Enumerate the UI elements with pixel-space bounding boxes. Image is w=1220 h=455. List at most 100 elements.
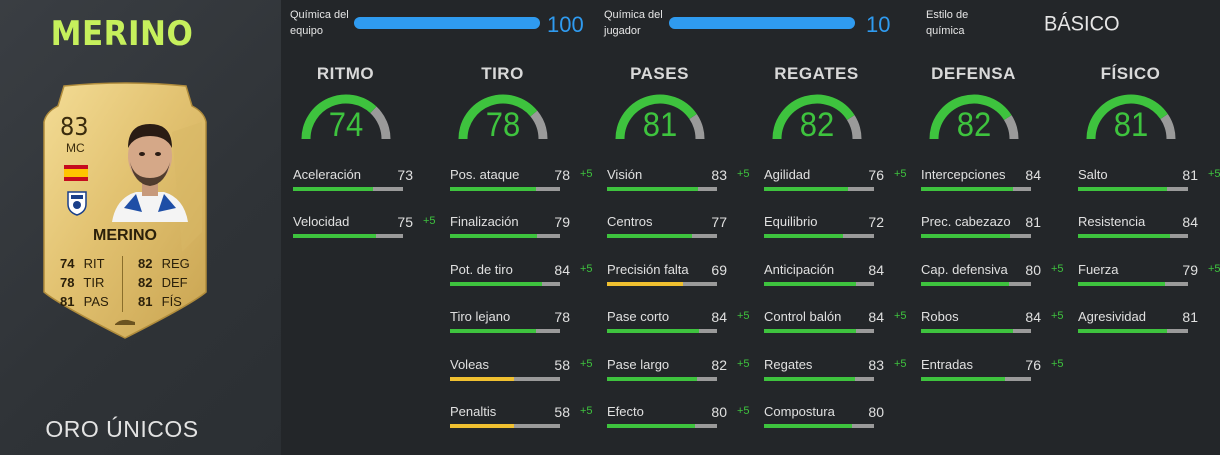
attribute-bar [450, 187, 560, 191]
attribute-value: 80 [1025, 261, 1041, 278]
attribute-name: Entradas [921, 356, 974, 372]
attribute-row: Robos 84 +5 [921, 309, 1081, 339]
attribute-bar-fill [764, 281, 857, 286]
attribute-bar [921, 329, 1031, 334]
category-rating: 81 [1113, 105, 1149, 144]
category-title: FÍSICO [1100, 64, 1161, 83]
category-title: REGATES [774, 64, 859, 83]
attribute-row: Intercepciones 84 [921, 167, 1081, 197]
chemistry-style-value[interactable]: BÁSICO [1044, 12, 1120, 36]
attribute-value: 78 [554, 167, 570, 183]
player-chemistry-label: Química del jugador [604, 9, 663, 37]
attribute-value: 58 [554, 356, 570, 373]
attribute-value: 81 [1025, 214, 1041, 231]
gauge-track [370, 106, 391, 140]
attribute-bar [450, 424, 560, 428]
gauge-fill [458, 94, 538, 140]
attribute-bonus: +5 [580, 262, 593, 275]
category-gauge [458, 94, 548, 140]
attribute-row: Visión 83 +5 [607, 167, 767, 197]
attribute-bar [293, 187, 403, 191]
attribute-name: Salto [1078, 167, 1108, 182]
attribute-value: 72 [868, 214, 884, 231]
attribute-value: 77 [711, 214, 727, 231]
category-title: DEFENSA [931, 64, 1016, 83]
attribute-value: 81 [1182, 167, 1198, 183]
attribute-value: 80 [868, 404, 884, 420]
attribute-bar-fill [1078, 329, 1168, 334]
attribute-bar [607, 187, 717, 191]
attribute-name: Agilidad [764, 167, 811, 182]
attribute-row: Aceleración 73 [293, 167, 453, 197]
gauge-fill [929, 94, 1012, 140]
attribute-value: 82 [711, 356, 727, 373]
attribute-bar-fill [607, 329, 700, 334]
attribute-bar [607, 376, 717, 381]
attribute-name: Aceleración [293, 167, 361, 182]
attribute-row: Efecto 80 +5 [607, 404, 767, 434]
attribute-value: 73 [397, 167, 413, 183]
attribute-bonus: +5 [1208, 168, 1220, 180]
player-card[interactable]: 83 MC MERINO 74 RIT 78 TIR 81 PAS 82 REG 82… [42, 82, 208, 340]
card-stat-tir: 78 TIR [60, 275, 105, 290]
attribute-bar-fill [764, 234, 844, 239]
attribute-bonus: +5 [894, 168, 907, 180]
attribute-value: 83 [711, 167, 727, 183]
attribute-value: 83 [868, 356, 884, 373]
attribute-value: 69 [711, 261, 727, 278]
team-chemistry-bar [354, 17, 540, 29]
category-gauge [929, 94, 1019, 140]
attribute-bar-fill [607, 424, 695, 428]
attribute-name: Visión [607, 167, 643, 182]
attribute-name: Anticipación [764, 261, 835, 277]
attribute-bar-fill [450, 187, 536, 191]
attribute-bonus: +5 [1051, 262, 1064, 275]
attribute-name: Pase corto [607, 309, 670, 325]
card-stat-pas: 81 PAS [60, 294, 109, 309]
attribute-bar-fill [450, 281, 543, 286]
category-rating: 81 [642, 105, 678, 144]
attribute-value: 58 [554, 404, 570, 420]
attribute-bar [764, 329, 874, 334]
card-stat-reg: 82 REG [138, 256, 190, 271]
attribute-value: 76 [868, 167, 884, 183]
attribute-bar [764, 234, 874, 239]
attribute-bonus: +5 [894, 310, 907, 323]
gauge-track [846, 115, 862, 140]
attribute-row: Pot. de tiro 84 +5 [450, 262, 610, 292]
attribute-bar-fill [921, 281, 1009, 286]
attribute-bar-fill [764, 424, 852, 428]
attribute-value: 84 [868, 309, 884, 326]
gauge-fill [615, 94, 697, 140]
attribute-bar-fill [450, 329, 536, 334]
attribute-name: Penaltis [450, 404, 497, 419]
attribute-row: Precisión falta 69 [607, 262, 767, 292]
card-stat-fís: 81 FÍS [138, 294, 182, 309]
attribute-bar-fill [607, 187, 699, 191]
attribute-bonus: +5 [737, 357, 750, 370]
attribute-bar [921, 376, 1031, 381]
category-gauge [301, 94, 391, 140]
attribute-bar [764, 187, 874, 191]
attribute-name: Centros [607, 214, 653, 230]
attribute-row: Velocidad 75 +5 [293, 214, 453, 244]
category-rating: 78 [485, 105, 521, 144]
player-name: MERINO [50, 14, 194, 54]
attribute-bonus: +5 [737, 310, 750, 323]
attribute-row: Entradas 76 +5 [921, 357, 1081, 387]
attribute-bonus: +5 [1051, 357, 1064, 370]
card-stat-rit: 74 RIT [60, 256, 105, 271]
attribute-name: Equilibrio [764, 214, 818, 230]
card-player-name: MERINO [93, 227, 157, 244]
attribute-bar-fill [450, 234, 537, 239]
attribute-value: 75 [397, 214, 413, 231]
attribute-value: 84 [1182, 214, 1198, 231]
attribute-row: Penaltis 58 +5 [450, 404, 610, 434]
attribute-name: Pot. de tiro [450, 261, 513, 277]
attribute-bar [450, 281, 560, 286]
category-gauge [772, 94, 862, 140]
gauge-track [1003, 115, 1019, 140]
attribute-bar [921, 187, 1031, 191]
attribute-name: Pase largo [607, 356, 670, 372]
attribute-value: 84 [868, 261, 884, 278]
